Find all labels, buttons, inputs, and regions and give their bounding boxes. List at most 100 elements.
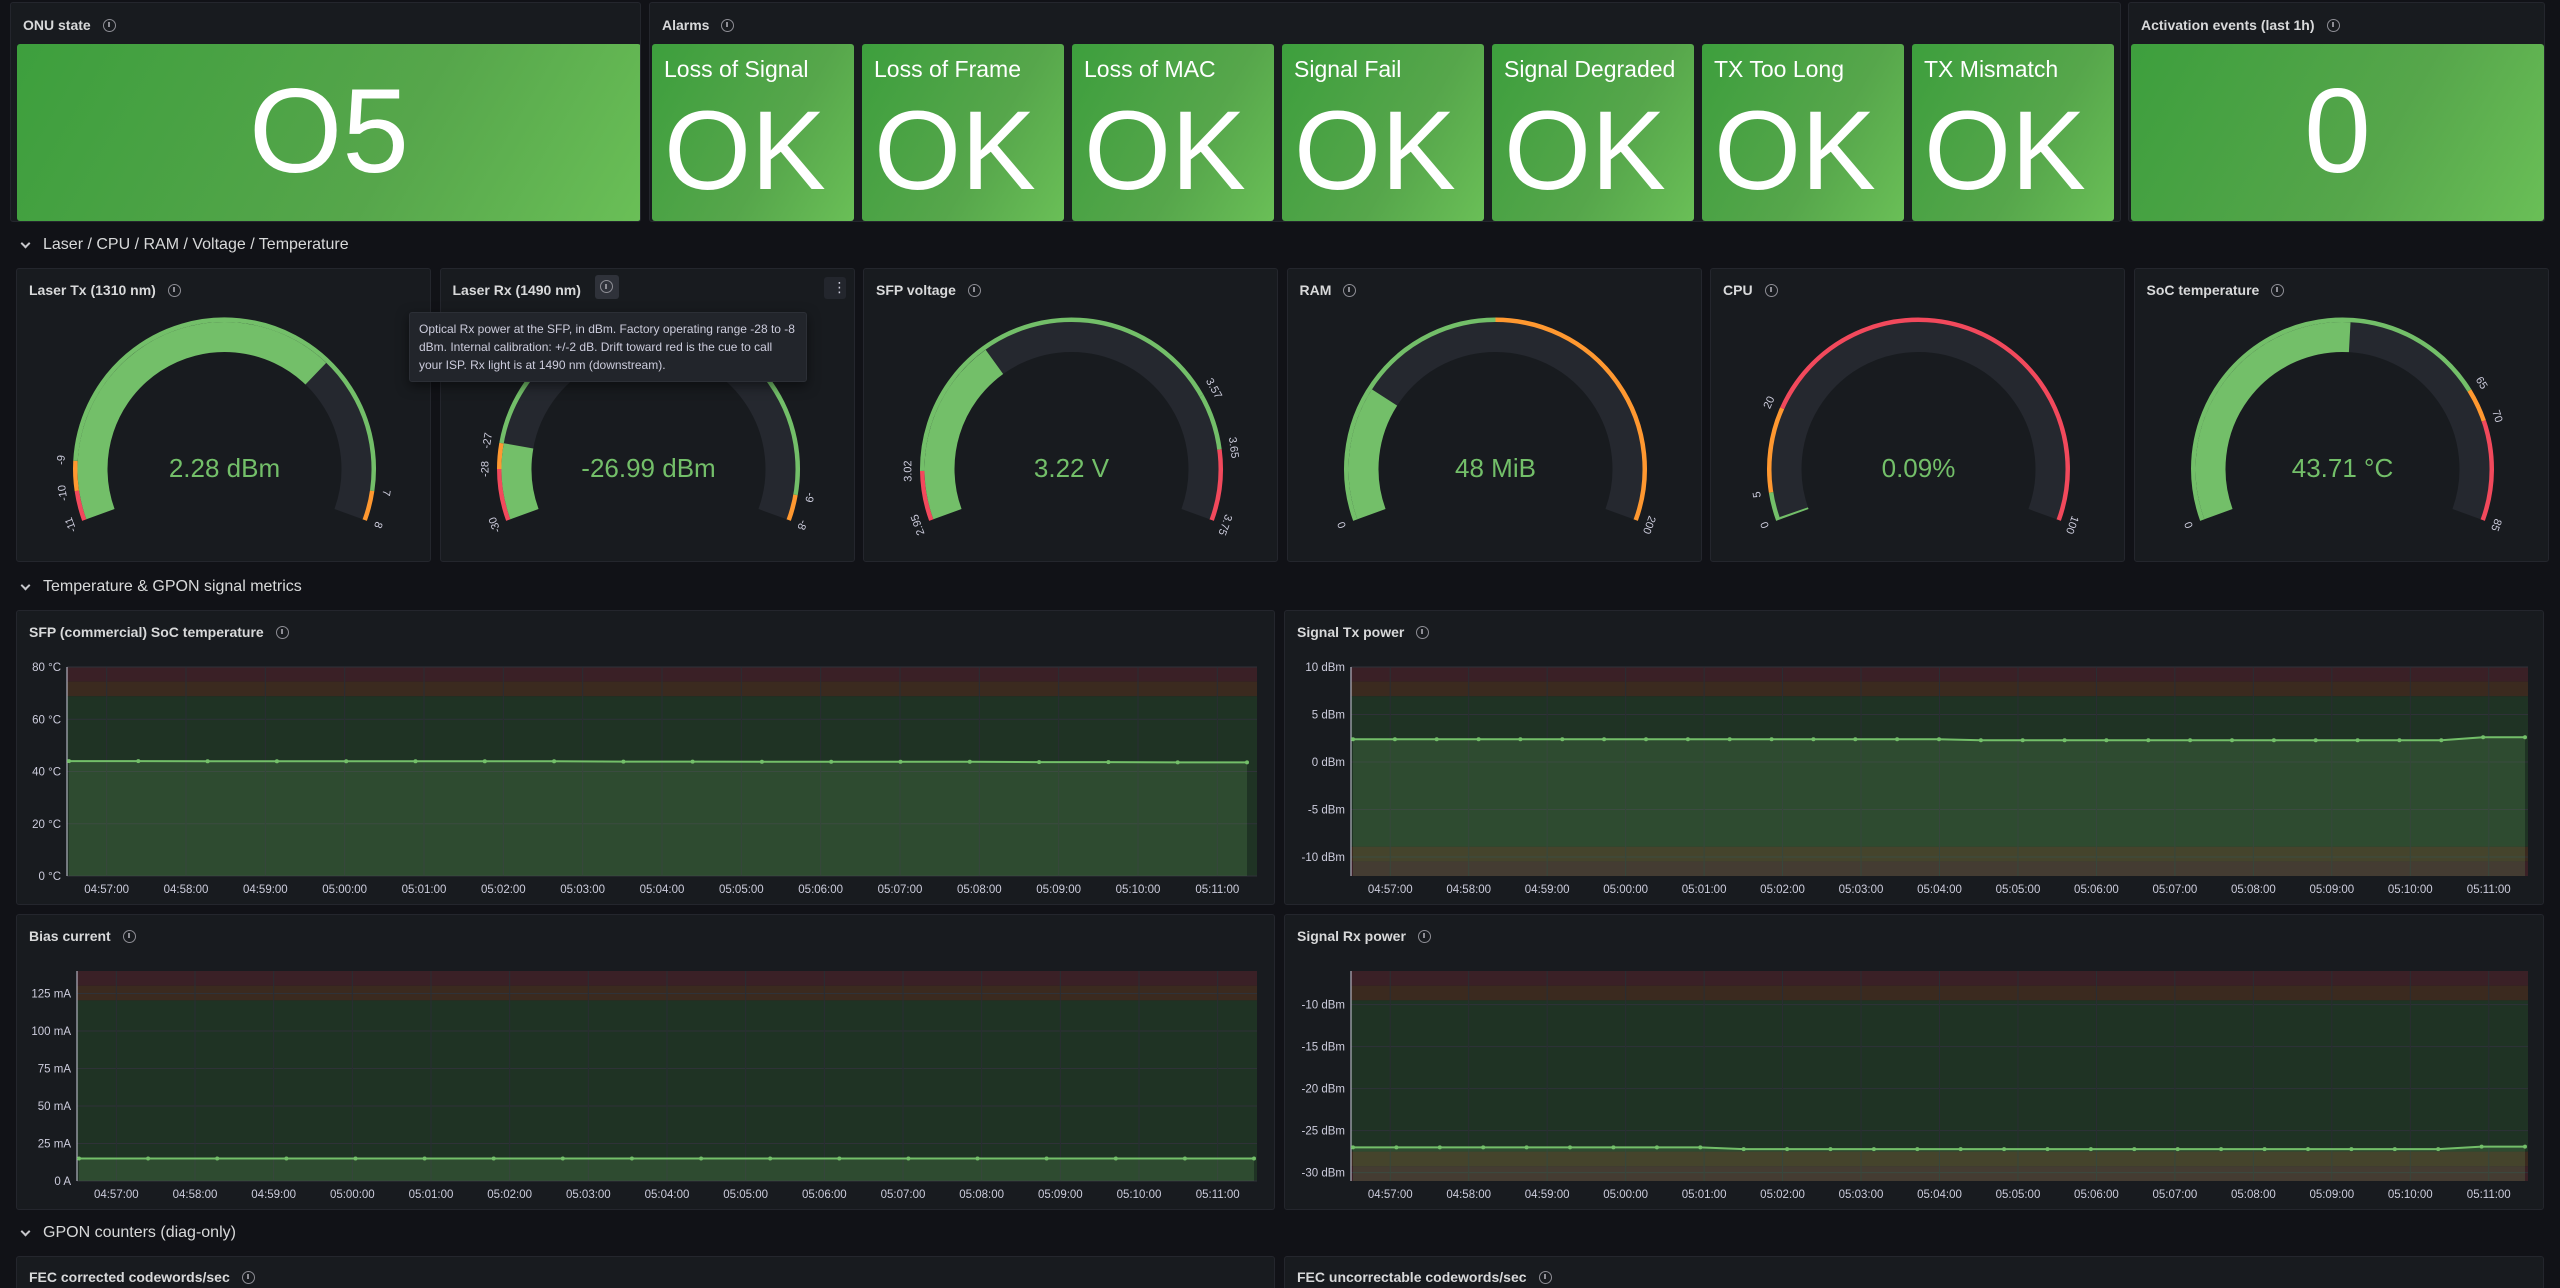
info-icon[interactable] xyxy=(967,283,981,297)
fec-uncorrectable-panel: FEC uncorrectable codewords/sec xyxy=(1284,1256,2544,1288)
series-point xyxy=(215,1156,220,1161)
gauge-tick-label: -9 xyxy=(55,455,68,465)
x-tick-label: 05:00:00 xyxy=(1603,1189,1648,1201)
series-point xyxy=(2523,735,2527,740)
series-point xyxy=(2479,1144,2484,1149)
series-point xyxy=(2313,738,2318,743)
x-tick-label: 05:11:00 xyxy=(2467,884,2511,896)
info-icon[interactable] xyxy=(167,283,181,297)
section-laser-title: Laser / CPU / RAM / Voltage / Temperatur… xyxy=(43,236,349,253)
info-icon[interactable] xyxy=(1538,1270,1552,1284)
gauge-tick-label: 65 xyxy=(2472,375,2489,392)
x-tick-label: 05:03:00 xyxy=(1839,884,1884,896)
gauge-threshold-band xyxy=(1768,491,1781,521)
series-point xyxy=(1037,760,1042,765)
timeseries-panel: SFP (commercial) SoC temperature 0 °C 20 °… xyxy=(16,610,1275,905)
x-tick-label: 05:10:00 xyxy=(2388,884,2433,896)
section-temperature[interactable]: Temperature & GPON signal metrics xyxy=(20,578,302,596)
series-point xyxy=(1853,737,1858,742)
chart-svg: -30 dBm -25 dBm -20 dBm -15 dBm -10 dBm 04:57… xyxy=(1302,971,2528,1201)
info-icon[interactable] xyxy=(241,1270,255,1284)
y-tick-label: 75 mA xyxy=(38,1064,72,1076)
y-tick-label: 100 mA xyxy=(31,1026,71,1038)
x-tick-label: 05:04:00 xyxy=(640,884,685,896)
gauge-threshold-band xyxy=(496,468,511,521)
x-tick-label: 05:11:00 xyxy=(1196,1189,1240,1201)
gauge-tick-label: -8 xyxy=(794,518,809,531)
x-tick-label: 05:08:00 xyxy=(959,1189,1004,1201)
series-point xyxy=(2262,1147,2267,1152)
x-tick-label: 04:57:00 xyxy=(84,884,129,896)
y-tick-label: -30 dBm xyxy=(1302,1168,1345,1180)
y-tick-label: -25 dBm xyxy=(1302,1126,1345,1138)
x-tick-label: 05:01:00 xyxy=(409,1189,454,1201)
alarm-tile: TX Too Long OK xyxy=(1702,44,1904,221)
alarm-name: Signal Fail xyxy=(1294,56,1402,82)
gauge-value: 3.22 V xyxy=(1034,453,1110,483)
chart-title: Bias current xyxy=(29,928,111,944)
series-point xyxy=(422,1156,427,1161)
series-line xyxy=(69,760,1247,764)
x-tick-label: 05:08:00 xyxy=(2231,884,2276,896)
info-icon[interactable] xyxy=(1343,283,1357,297)
info-icon[interactable] xyxy=(1764,283,1778,297)
info-icon[interactable] xyxy=(1416,625,1430,639)
series-point xyxy=(2523,1144,2527,1149)
chart-title: Signal Tx power xyxy=(1297,624,1405,640)
x-tick-label: 05:11:00 xyxy=(2467,1189,2511,1201)
info-icon[interactable] xyxy=(122,929,136,943)
series-point xyxy=(759,759,764,764)
y-tick-label: -15 dBm xyxy=(1302,1042,1345,1054)
x-tick-label: 05:05:00 xyxy=(1996,1189,2041,1201)
info-icon[interactable] xyxy=(2326,18,2340,32)
x-tick-label: 04:57:00 xyxy=(94,1189,139,1201)
gauge-panel: SoC temperature 0 65 70 85 43.71 °C xyxy=(2133,268,2549,562)
series-point xyxy=(699,1156,704,1161)
info-icon[interactable] xyxy=(2271,283,2285,297)
series-point xyxy=(1245,760,1249,765)
series-point xyxy=(768,1156,773,1161)
section-gpon[interactable]: GPON counters (diag-only) xyxy=(20,1224,236,1242)
activation-value: 0 xyxy=(2304,64,2371,198)
series-point xyxy=(1481,1145,1486,1150)
alarm-name: TX Mismatch xyxy=(1924,56,2059,82)
info-button[interactable] xyxy=(594,275,619,299)
series-point xyxy=(344,759,349,764)
series-point xyxy=(2271,738,2276,743)
series-point xyxy=(2349,1147,2354,1152)
section-laser[interactable]: Laser / CPU / RAM / Voltage / Temperatur… xyxy=(20,236,349,254)
info-icon[interactable] xyxy=(1417,929,1431,943)
gauge-tick-label: 0 xyxy=(1335,520,1348,530)
gauge-tick-label: 85 xyxy=(2488,517,2503,533)
info-icon[interactable] xyxy=(275,625,289,639)
x-tick-label: 05:10:00 xyxy=(1116,884,1161,896)
series-point xyxy=(2146,738,2151,743)
gauge-threshold-band xyxy=(1494,317,1647,521)
series-point xyxy=(829,759,834,764)
gauge-threshold-band xyxy=(1198,394,1222,450)
series-point xyxy=(2002,1147,2007,1152)
series-point xyxy=(1769,737,1774,742)
y-tick-label: 5 dBm xyxy=(1312,710,1345,722)
y-tick-label: 0 A xyxy=(54,1176,71,1188)
gauge-threshold-band xyxy=(496,442,504,470)
series-point xyxy=(1392,737,1397,742)
series-point xyxy=(2436,1147,2441,1152)
series-point xyxy=(284,1156,289,1161)
panel-menu-button[interactable]: ⋮ xyxy=(823,277,847,299)
series-point xyxy=(560,1156,565,1161)
gauge-svg: 0 65 70 85 43.71 °C xyxy=(2182,317,2504,533)
x-tick-label: 05:09:00 xyxy=(1036,884,1081,896)
info-icon[interactable] xyxy=(102,18,116,32)
x-tick-label: 05:06:00 xyxy=(2074,884,2119,896)
fec-uncorrectable-title: FEC uncorrectable codewords/sec xyxy=(1297,1269,1527,1285)
gauge-threshold-band xyxy=(362,490,375,521)
series-point xyxy=(690,759,695,764)
gauge-threshold-band xyxy=(2466,389,2486,422)
x-tick-label: 05:05:00 xyxy=(719,884,764,896)
x-tick-label: 05:07:00 xyxy=(881,1189,926,1201)
gauge-tick-label: -28 xyxy=(479,461,491,477)
x-tick-label: 04:58:00 xyxy=(1446,884,1491,896)
info-icon[interactable] xyxy=(721,18,735,32)
series-point xyxy=(274,759,279,764)
